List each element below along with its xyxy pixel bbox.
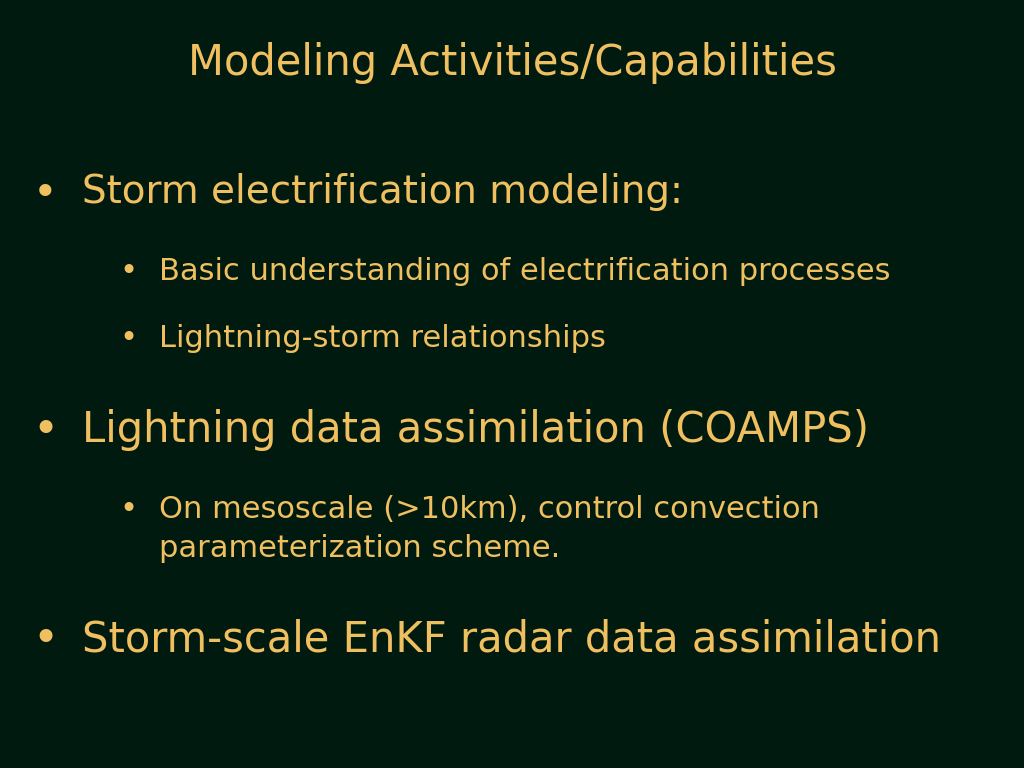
Text: Modeling Activities/Capabilities: Modeling Activities/Capabilities bbox=[187, 42, 837, 84]
Text: Lightning-storm relationships: Lightning-storm relationships bbox=[159, 324, 605, 353]
Text: Storm-scale EnKF radar data assimilation: Storm-scale EnKF radar data assimilation bbox=[82, 618, 941, 660]
Text: •: • bbox=[120, 495, 138, 525]
Text: •: • bbox=[33, 173, 57, 215]
Text: Basic understanding of electrification processes: Basic understanding of electrification p… bbox=[159, 257, 890, 286]
Text: •: • bbox=[120, 324, 138, 353]
Text: •: • bbox=[120, 257, 138, 286]
Text: Lightning data assimilation (COAMPS): Lightning data assimilation (COAMPS) bbox=[82, 409, 869, 451]
Text: •: • bbox=[33, 618, 59, 661]
Text: On mesoscale (>10km), control convection
parameterization scheme.: On mesoscale (>10km), control convection… bbox=[159, 495, 819, 562]
Text: Storm electrification modeling:: Storm electrification modeling: bbox=[82, 173, 683, 210]
Text: •: • bbox=[33, 409, 59, 452]
